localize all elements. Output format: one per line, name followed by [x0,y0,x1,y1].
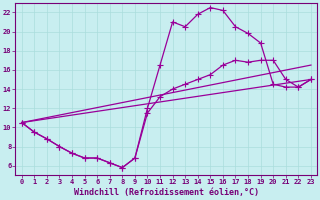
X-axis label: Windchill (Refroidissement éolien,°C): Windchill (Refroidissement éolien,°C) [74,188,259,197]
